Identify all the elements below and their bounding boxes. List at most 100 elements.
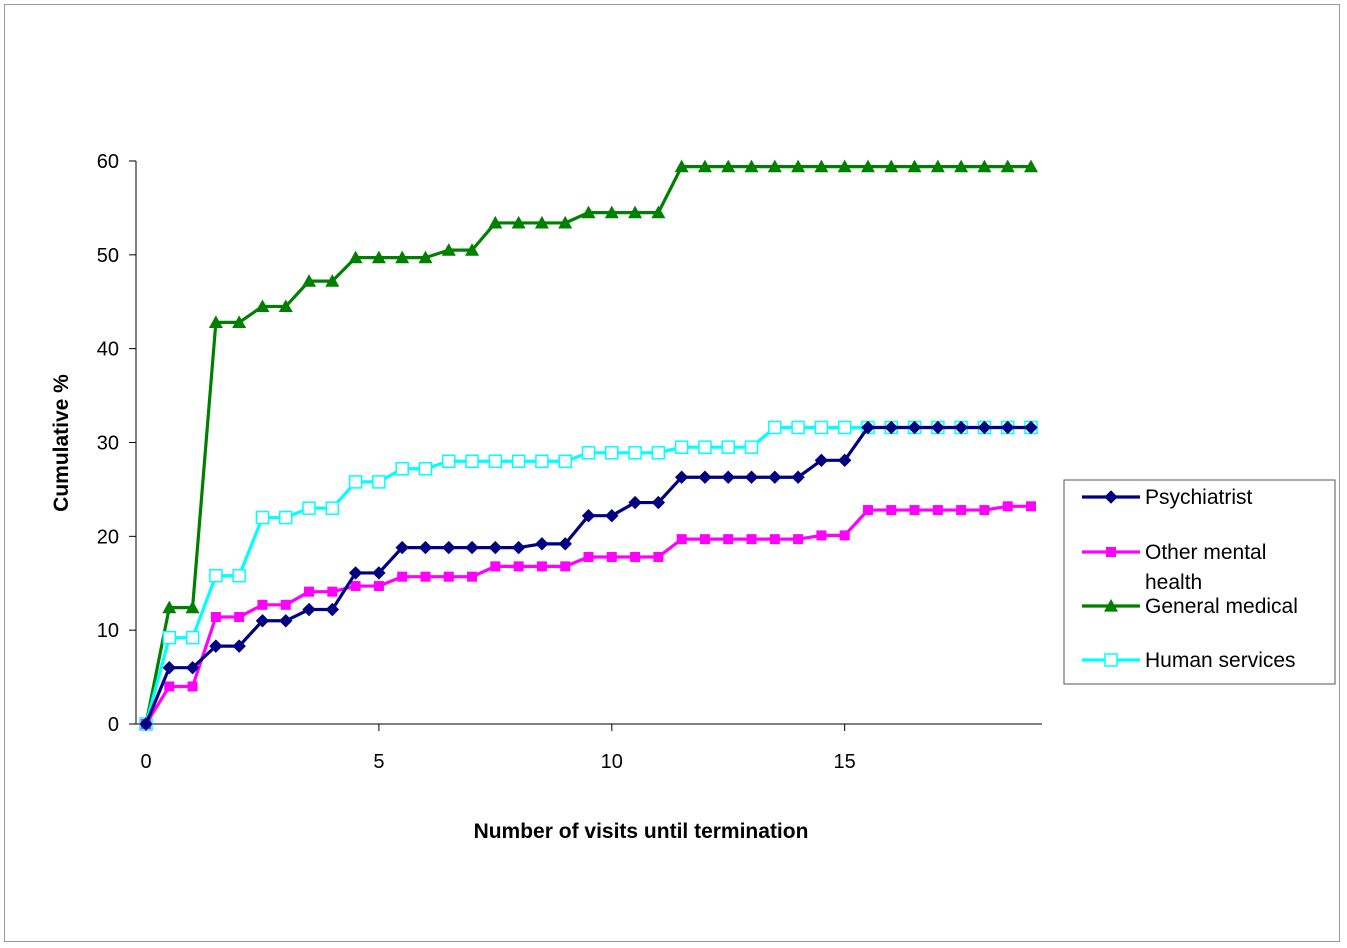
data-point-other-mental-health <box>746 534 757 545</box>
data-point-human-services <box>302 501 316 515</box>
data-point-general-medical <box>604 205 619 219</box>
data-point-other-mental-health <box>280 599 291 610</box>
series-line-psychiatrist <box>144 425 1031 725</box>
data-point-psychiatrist <box>442 540 456 555</box>
data-point-psychiatrist <box>1024 420 1038 435</box>
data-point-psychiatrist <box>488 540 503 555</box>
legend-label-line: Human services <box>1145 649 1296 672</box>
data-point-human-services <box>278 510 293 525</box>
data-point-general-medical <box>232 315 247 328</box>
data-point-other-mental-health <box>769 534 780 545</box>
data-point-psychiatrist <box>279 614 293 628</box>
data-point-other-mental-health <box>816 530 827 541</box>
data-point-psychiatrist <box>139 717 153 731</box>
data-point-general-medical <box>325 274 340 287</box>
data-point-general-medical <box>954 159 969 173</box>
data-point-general-medical <box>278 299 293 313</box>
data-point-general-medical <box>441 243 456 256</box>
data-point-human-services <box>162 630 177 645</box>
data-point-psychiatrist <box>744 470 759 484</box>
data-point-psychiatrist <box>768 470 782 484</box>
data-point-psychiatrist <box>1001 420 1015 435</box>
data-point-human-services <box>651 446 666 460</box>
data-point-general-medical <box>185 600 200 614</box>
data-point-human-services <box>791 420 805 435</box>
data-point-other-mental-health <box>513 561 524 572</box>
y-tick-label: 20 <box>97 526 119 548</box>
legend-item-general-medical: General medical <box>1082 595 1298 618</box>
legend-item-psychiatrist: Psychiatrist <box>1082 486 1253 509</box>
data-point-psychiatrist <box>348 566 363 580</box>
data-point-psychiatrist <box>581 508 596 523</box>
data-point-other-mental-health <box>699 534 710 545</box>
series-other-mental-health <box>141 501 1036 729</box>
data-point-general-medical <box>907 159 922 173</box>
data-point-human-services <box>325 501 340 515</box>
legend-label-psychiatrist: Psychiatrist <box>1145 486 1253 509</box>
data-point-psychiatrist <box>674 470 689 484</box>
series-human-services <box>139 420 1038 731</box>
x-axis-title: Number of visits until termination <box>474 820 809 843</box>
series-general-medical <box>139 159 1038 730</box>
data-point-other-mental-health <box>862 505 873 516</box>
data-point-general-medical <box>558 215 573 229</box>
data-point-other-mental-health <box>420 571 431 582</box>
data-point-general-medical <box>488 215 503 229</box>
data-point-human-services <box>465 454 479 469</box>
data-point-other-mental-health <box>164 681 175 692</box>
data-point-other-mental-health <box>583 551 594 562</box>
data-point-other-mental-health <box>350 581 361 592</box>
data-point-human-services <box>232 568 246 583</box>
data-point-psychiatrist <box>931 420 945 435</box>
data-point-human-services <box>511 454 526 469</box>
data-point-psychiatrist <box>837 453 852 468</box>
data-point-general-medical <box>511 215 526 229</box>
data-point-general-medical <box>697 159 712 173</box>
data-point-psychiatrist <box>977 420 992 435</box>
data-point-human-services <box>581 446 596 460</box>
data-point-general-medical <box>837 159 852 173</box>
series-lines <box>139 159 1038 731</box>
data-point-general-medical <box>860 159 875 173</box>
data-point-general-medical <box>651 205 666 219</box>
series-line-other-mental-health <box>144 504 1031 725</box>
data-point-other-mental-health <box>234 612 245 623</box>
data-point-psychiatrist <box>162 660 176 675</box>
data-point-general-medical <box>395 250 410 264</box>
data-point-other-mental-health <box>443 571 454 582</box>
data-point-general-medical <box>628 205 643 219</box>
data-point-general-medical <box>791 159 806 173</box>
data-point-other-mental-health <box>560 561 571 572</box>
data-point-other-mental-health <box>606 551 617 562</box>
data-point-other-mental-health <box>979 505 990 516</box>
data-point-general-medical <box>162 600 177 614</box>
y-tick-label: 0 <box>108 714 119 736</box>
data-point-psychiatrist <box>698 470 712 484</box>
data-point-other-mental-health <box>257 599 268 610</box>
data-point-general-medical <box>930 159 945 173</box>
x-tick-label: 0 <box>140 751 151 773</box>
data-point-psychiatrist <box>511 540 526 555</box>
data-point-human-services <box>372 475 386 489</box>
series-line-human-services <box>144 425 1031 725</box>
data-point-psychiatrist <box>628 495 642 510</box>
data-point-general-medical <box>418 250 433 264</box>
data-point-human-services <box>698 440 712 454</box>
legend-label-line: health <box>1145 571 1202 594</box>
legend-marker-human-services <box>1104 653 1118 667</box>
data-point-psychiatrist <box>372 566 386 580</box>
data-point-general-medical <box>814 159 829 173</box>
data-point-other-mental-health <box>886 505 897 516</box>
data-point-psychiatrist <box>861 420 875 435</box>
legend-label-other-mental-health: Other mental health <box>1145 541 1266 594</box>
x-tick-label: 10 <box>601 751 623 773</box>
data-point-other-mental-health <box>932 505 943 516</box>
data-point-other-mental-health <box>676 534 687 545</box>
data-point-other-mental-health <box>187 681 198 692</box>
x-tick-label: 15 <box>834 751 856 773</box>
data-point-other-mental-health <box>397 571 408 582</box>
series-line-general-medical <box>144 165 1031 725</box>
data-point-general-medical <box>744 159 759 173</box>
data-point-psychiatrist <box>232 639 246 653</box>
data-point-psychiatrist <box>418 540 433 555</box>
